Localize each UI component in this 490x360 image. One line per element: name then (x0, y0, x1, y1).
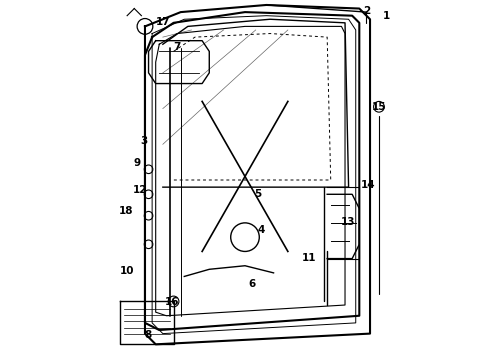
Text: 6: 6 (248, 279, 256, 289)
Text: 16: 16 (165, 297, 179, 307)
Text: 15: 15 (372, 102, 386, 112)
Text: 17: 17 (156, 17, 171, 27)
Text: 18: 18 (119, 206, 134, 216)
Text: 7: 7 (173, 42, 181, 52)
Text: 5: 5 (254, 189, 261, 199)
Text: 1: 1 (383, 11, 390, 21)
Text: 13: 13 (341, 217, 355, 227)
Text: 10: 10 (120, 266, 134, 276)
Text: 11: 11 (302, 253, 317, 263)
Text: 14: 14 (361, 180, 375, 190)
Text: 4: 4 (257, 225, 265, 235)
Text: 12: 12 (132, 185, 147, 195)
Text: 2: 2 (363, 6, 370, 17)
Text: 9: 9 (134, 158, 141, 168)
Text: 8: 8 (144, 330, 151, 341)
Text: 3: 3 (141, 136, 148, 146)
